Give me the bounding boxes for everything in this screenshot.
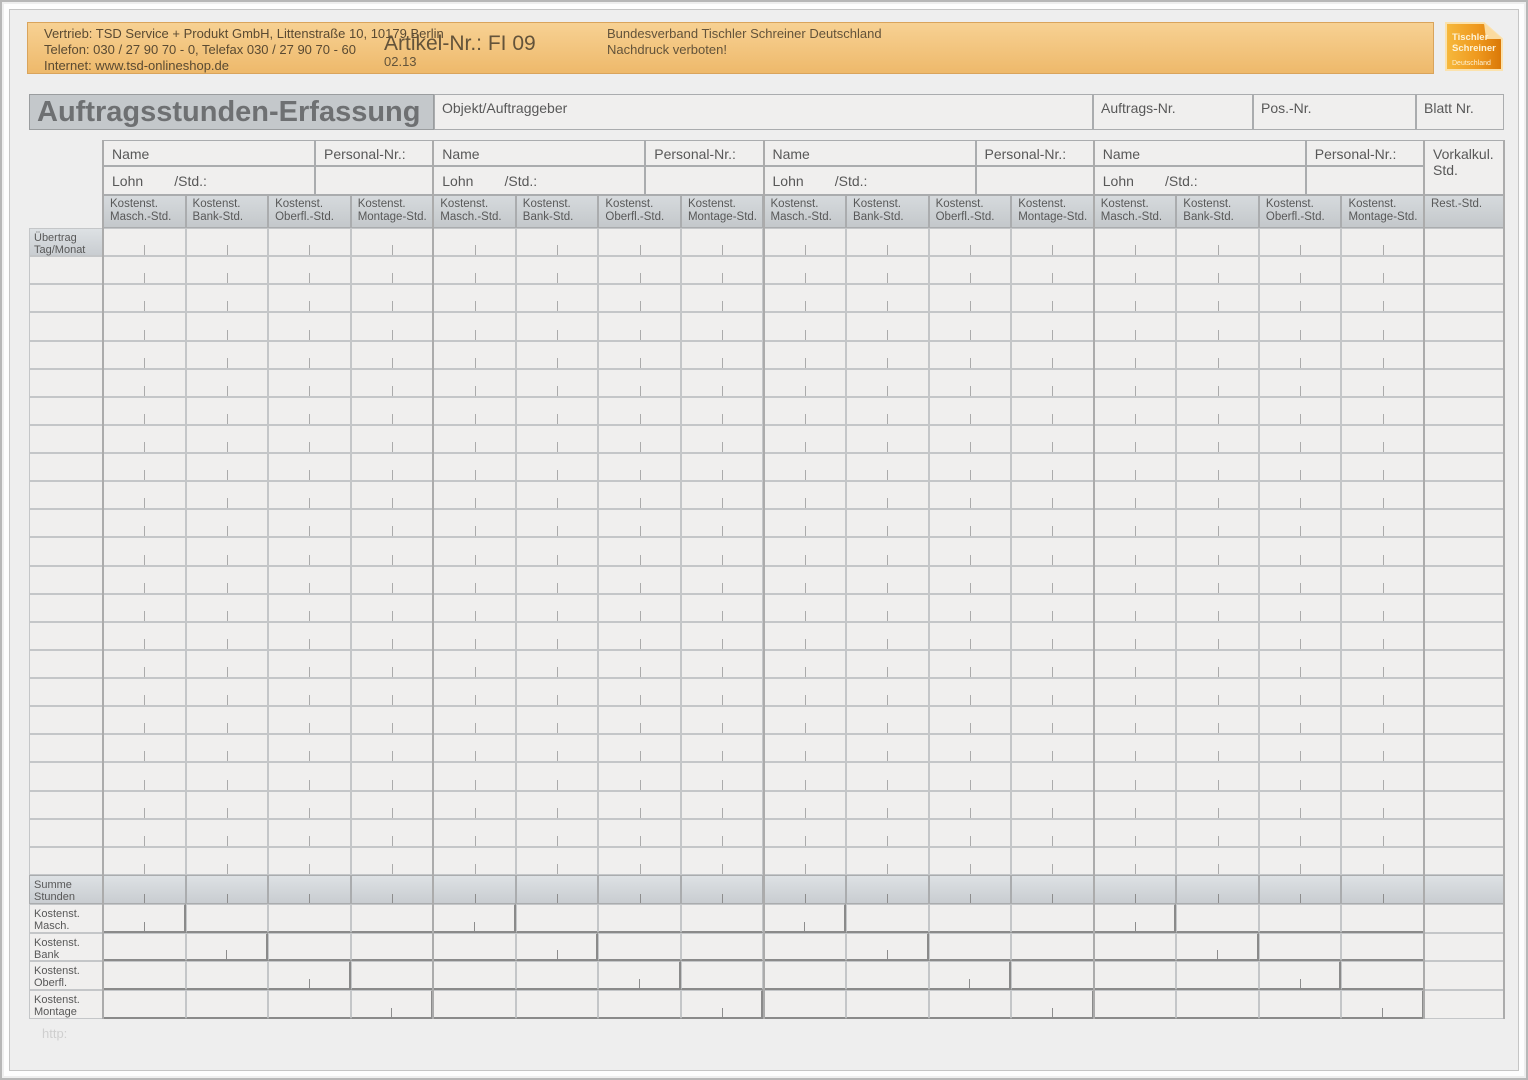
svg-text:Tischler: Tischler — [1452, 32, 1489, 43]
svg-text:Deutschland: Deutschland — [1452, 60, 1491, 67]
svg-text:Schreiner: Schreiner — [1452, 43, 1496, 54]
